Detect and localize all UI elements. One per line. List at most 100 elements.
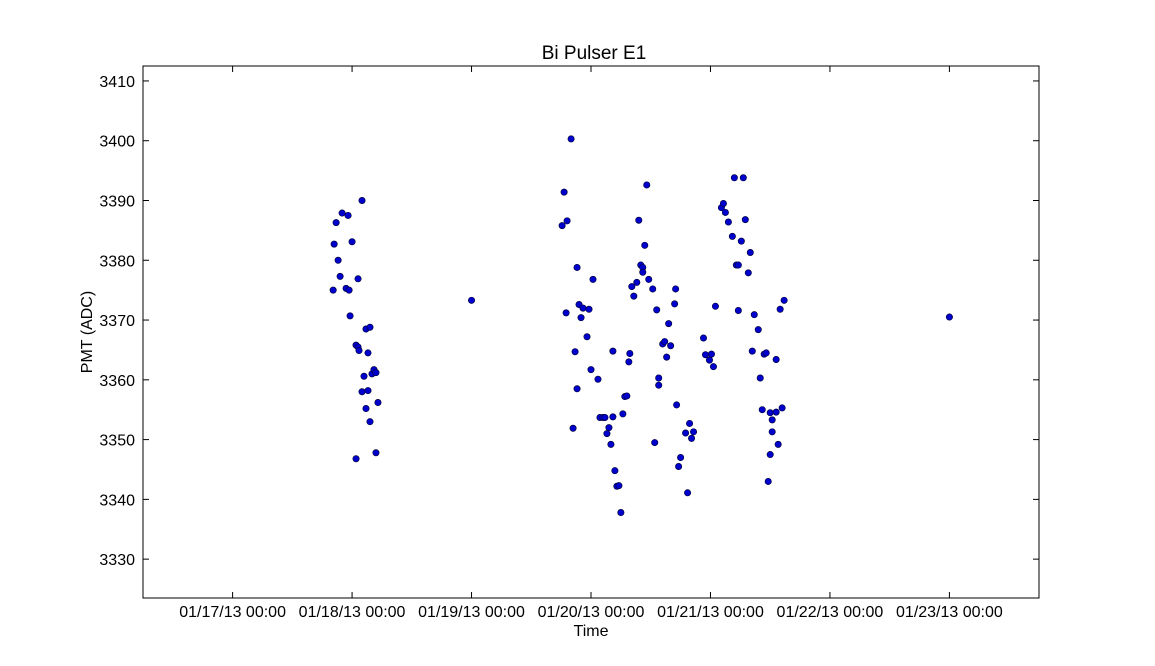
data-point (734, 306, 742, 314)
y-tick-label: 3350 (99, 433, 135, 450)
data-point (730, 174, 738, 182)
data-point (768, 416, 776, 424)
data-point (360, 372, 368, 380)
data-point (688, 434, 696, 442)
data-point (641, 241, 649, 249)
data-point (630, 292, 638, 300)
data-point (355, 347, 363, 355)
data-point (601, 413, 609, 421)
data-point (728, 232, 736, 240)
data-point (583, 333, 591, 341)
y-tick-label: 3330 (99, 552, 135, 569)
data-point (734, 261, 742, 269)
data-point (661, 338, 669, 346)
data-point (746, 248, 754, 256)
data-point (665, 320, 673, 328)
data-point (711, 302, 719, 310)
data-point (675, 462, 683, 470)
data-point (372, 449, 380, 457)
y-tick-label: 3370 (99, 313, 135, 330)
data-point (682, 429, 690, 437)
data-point (611, 467, 619, 475)
data-point (754, 326, 762, 334)
data-point (573, 385, 581, 393)
data-point (737, 237, 745, 245)
data-point (651, 439, 659, 447)
data-point (607, 440, 615, 448)
data-point (589, 275, 597, 283)
data-point (643, 181, 651, 189)
data-point (671, 300, 679, 308)
data-point (626, 350, 634, 358)
data-point (587, 366, 595, 374)
chart-title: Bi Pulser E1 (542, 43, 647, 64)
data-point (774, 440, 782, 448)
y-tick-label: 3380 (99, 253, 135, 270)
x-tick-label: 01/18/13 00:00 (299, 604, 406, 621)
data-point (945, 313, 953, 321)
data-point (667, 342, 675, 350)
y-tick-label: 3400 (99, 134, 135, 151)
data-point (332, 219, 340, 227)
data-point (571, 348, 579, 356)
data-point (569, 424, 577, 432)
data-point (709, 363, 717, 371)
data-point (594, 375, 602, 383)
data-point (684, 489, 692, 497)
data-point (374, 399, 382, 407)
data-point (677, 454, 685, 462)
data-point (764, 477, 772, 485)
x-tick-label: 01/22/13 00:00 (777, 604, 884, 621)
data-point (633, 278, 641, 286)
data-point (567, 135, 575, 143)
data-point (699, 334, 707, 342)
data-point (366, 323, 374, 331)
data-point (577, 314, 585, 322)
data-point (628, 283, 636, 291)
x-tick-label: 01/19/13 00:00 (418, 604, 525, 621)
data-point (780, 296, 788, 304)
data-point (673, 401, 681, 409)
data-point (766, 451, 774, 459)
data-point (635, 216, 643, 224)
data-point (558, 222, 566, 230)
data-point (603, 430, 611, 438)
data-point (741, 216, 749, 224)
data-point (329, 286, 337, 294)
data-point (338, 209, 346, 217)
data-point (358, 388, 366, 396)
data-point (645, 275, 653, 283)
data-point (739, 174, 747, 182)
data-point (625, 358, 633, 366)
data-point (776, 305, 784, 313)
data-point (344, 211, 352, 219)
data-point (623, 392, 631, 400)
data-point (334, 256, 342, 264)
data-point (672, 285, 680, 293)
data-point (364, 349, 372, 357)
data-point (653, 306, 661, 314)
data-point (701, 351, 709, 359)
data-point (364, 387, 372, 395)
data-point (686, 419, 694, 427)
data-point (766, 409, 774, 417)
data-point (372, 369, 380, 377)
data-point (345, 286, 353, 294)
data-point (358, 196, 366, 204)
data-point (719, 199, 727, 207)
data-point (330, 240, 338, 248)
data-point (768, 428, 776, 436)
data-point (721, 208, 729, 216)
x-tick-label: 01/20/13 00:00 (538, 604, 645, 621)
data-point (609, 347, 617, 355)
data-point (605, 424, 613, 432)
data-point (778, 404, 786, 412)
x-tick-label: 01/21/13 00:00 (657, 604, 764, 621)
x-tick-label: 01/23/13 00:00 (896, 604, 1003, 621)
data-point (707, 350, 715, 358)
data-point (562, 309, 570, 317)
data-point (468, 296, 476, 304)
y-tick-label: 3340 (99, 492, 135, 509)
data-point (758, 406, 766, 414)
